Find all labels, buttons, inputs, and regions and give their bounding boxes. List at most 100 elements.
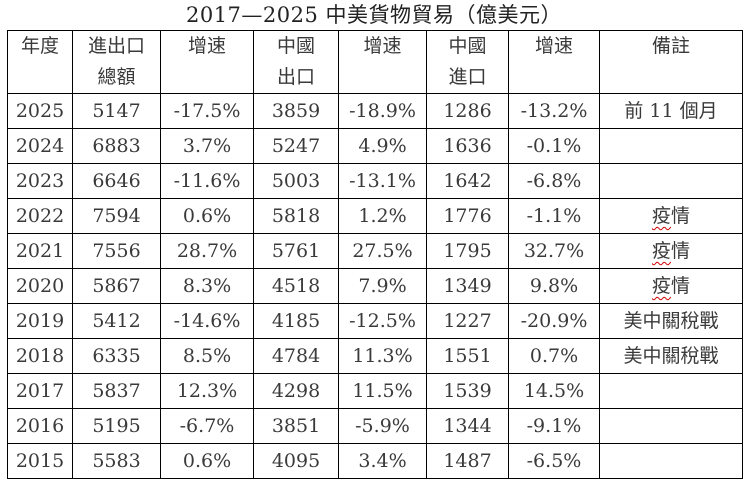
header-china-export: 中國 出口	[253, 30, 339, 94]
year-cell: 2023	[7, 163, 73, 199]
year-cell: 2016	[7, 408, 73, 444]
import-growth-cell: -0.1%	[508, 128, 600, 164]
note-cell: 前 11 個月	[599, 93, 743, 129]
year-cell: 2022	[7, 198, 73, 234]
china-export-cell: 4095	[253, 443, 339, 479]
total-trade-cell: 5147	[72, 93, 161, 129]
trade-table: 年度 進出口 總額 增速 中國 出口 增速 中國 進口	[7, 30, 743, 479]
header-china-export-line2: 出口	[276, 66, 315, 88]
table-row: 2018 6335 8.5% 4784 11.3% 1551 0.7% 美中關稅…	[7, 338, 743, 374]
note-squiggle-text: 疫	[651, 275, 671, 297]
total-growth-cell: 3.7%	[160, 128, 254, 164]
year-cell: 2020	[7, 268, 73, 304]
year-cell: 2024	[7, 128, 73, 164]
table-row: 2020 5867 8.3% 4518 7.9% 1349 9.8% 疫情	[7, 268, 743, 304]
note-text: 美中關稅戰	[623, 310, 719, 332]
import-growth-cell: 32.7%	[508, 233, 600, 269]
header-total-trade-line2: 總額	[97, 66, 136, 88]
import-growth-cell: -6.5%	[508, 443, 600, 479]
header-export-growth-line1: 增速	[363, 35, 402, 57]
header-china-import-line2: 進口	[448, 66, 487, 88]
table-row: 2015 5583 0.6% 4095 3.4% 1487 -6.5%	[7, 443, 743, 479]
note-text: 情	[671, 205, 691, 227]
china-export-cell: 4298	[253, 373, 339, 409]
table-row: 2024 6883 3.7% 5247 4.9% 1636 -0.1%	[7, 128, 743, 164]
china-import-cell: 1795	[426, 233, 509, 269]
export-growth-cell: 27.5%	[338, 233, 427, 269]
import-growth-cell: 9.8%	[508, 268, 600, 304]
total-growth-cell: 0.6%	[160, 198, 254, 234]
total-growth-cell: -14.6%	[160, 303, 254, 339]
china-import-cell: 1344	[426, 408, 509, 444]
header-total-growth: 增速	[160, 30, 254, 94]
china-export-cell: 5761	[253, 233, 339, 269]
total-growth-cell: 0.6%	[160, 443, 254, 479]
china-import-cell: 1551	[426, 338, 509, 374]
header-row: 年度 進出口 總額 增速 中國 出口 增速 中國 進口	[7, 30, 743, 94]
header-total-trade: 進出口 總額	[72, 30, 161, 94]
import-growth-cell: -1.1%	[508, 198, 600, 234]
note-cell	[599, 163, 743, 199]
table-body: 2025 5147 -17.5% 3859 -18.9% 1286 -13.2%…	[7, 93, 743, 479]
table-row: 2023 6646 -11.6% 5003 -13.1% 1642 -6.8%	[7, 163, 743, 199]
china-import-cell: 1286	[426, 93, 509, 129]
import-growth-cell: 14.5%	[508, 373, 600, 409]
export-growth-cell: 3.4%	[338, 443, 427, 479]
china-import-cell: 1349	[426, 268, 509, 304]
year-cell: 2019	[7, 303, 73, 339]
note-cell	[599, 443, 743, 479]
total-growth-cell: -6.7%	[160, 408, 254, 444]
note-cell: 疫情	[599, 268, 743, 304]
china-import-cell: 1227	[426, 303, 509, 339]
note-squiggle-text: 疫	[651, 240, 671, 262]
table-header: 年度 進出口 總額 增速 中國 出口 增速 中國 進口	[7, 30, 743, 94]
header-china-export-line1: 中國	[276, 35, 315, 57]
page-title: 2017—2025 中美貨物貿易（億美元）	[185, 3, 563, 27]
header-note-line1: 備註	[651, 35, 690, 57]
note-text: 前 11 個月	[624, 100, 718, 122]
total-trade-cell: 6883	[72, 128, 161, 164]
export-growth-cell: 11.3%	[338, 338, 427, 374]
china-export-cell: 4518	[253, 268, 339, 304]
note-cell: 疫情	[599, 198, 743, 234]
china-import-cell: 1487	[426, 443, 509, 479]
year-cell: 2025	[7, 93, 73, 129]
header-china-import-line1: 中國	[448, 35, 487, 57]
china-export-cell: 3851	[253, 408, 339, 444]
table-row: 2017 5837 12.3% 4298 11.5% 1539 14.5%	[7, 373, 743, 409]
china-export-cell: 5247	[253, 128, 339, 164]
total-trade-cell: 5867	[72, 268, 161, 304]
total-growth-cell: -17.5%	[160, 93, 254, 129]
import-growth-cell: -9.1%	[508, 408, 600, 444]
china-export-cell: 5818	[253, 198, 339, 234]
total-trade-cell: 5583	[72, 443, 161, 479]
table-row: 2022 7594 0.6% 5818 1.2% 1776 -1.1% 疫情	[7, 198, 743, 234]
total-trade-cell: 6335	[72, 338, 161, 374]
note-text: 美中關稅戰	[623, 345, 719, 367]
total-trade-cell: 5837	[72, 373, 161, 409]
note-cell: 疫情	[599, 233, 743, 269]
note-text: 情	[671, 275, 691, 297]
header-year-line1: 年度	[20, 35, 59, 57]
header-note-line2	[601, 62, 742, 93]
total-trade-cell: 5412	[72, 303, 161, 339]
total-growth-cell: -11.6%	[160, 163, 254, 199]
total-trade-cell: 7594	[72, 198, 161, 234]
china-import-cell: 1776	[426, 198, 509, 234]
total-growth-cell: 8.5%	[160, 338, 254, 374]
table-row: 2019 5412 -14.6% 4185 -12.5% 1227 -20.9%…	[7, 303, 743, 339]
import-growth-cell: -20.9%	[508, 303, 600, 339]
export-growth-cell: -5.9%	[338, 408, 427, 444]
total-trade-cell: 5195	[72, 408, 161, 444]
china-import-cell: 1636	[426, 128, 509, 164]
china-import-cell: 1539	[426, 373, 509, 409]
header-import-growth-line2	[510, 62, 599, 93]
year-cell: 2017	[7, 373, 73, 409]
total-growth-cell: 12.3%	[160, 373, 254, 409]
header-total-growth-line1: 增速	[187, 35, 226, 57]
china-export-cell: 4784	[253, 338, 339, 374]
header-total-growth-line2	[162, 62, 253, 93]
import-growth-cell: -6.8%	[508, 163, 600, 199]
note-text: 情	[671, 240, 691, 262]
note-cell: 美中關稅戰	[599, 338, 743, 374]
